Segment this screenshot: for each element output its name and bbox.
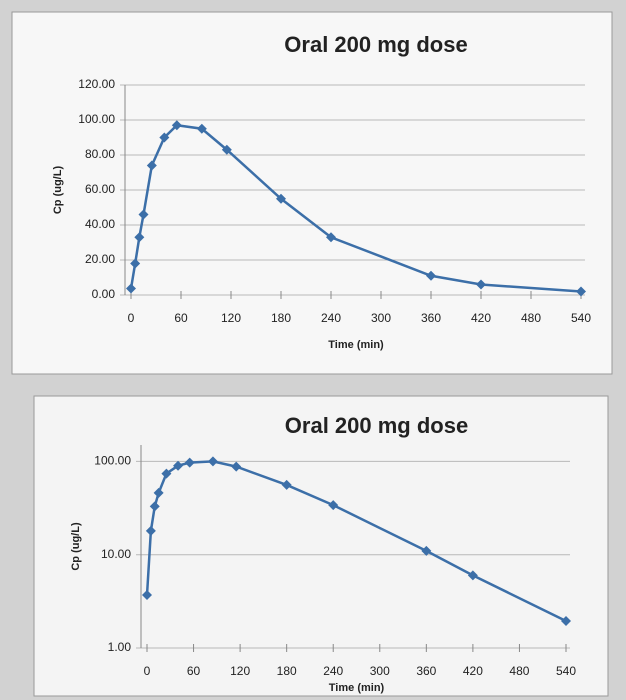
data-marker [326, 232, 336, 243]
data-marker [476, 279, 486, 290]
y-tick-label: 0.00 [92, 287, 116, 301]
data-marker [159, 132, 170, 143]
x-tick-label: 540 [571, 311, 591, 325]
data-marker [281, 479, 292, 490]
data-marker [426, 270, 436, 281]
data-marker [231, 461, 242, 472]
x-tick-label: 120 [221, 311, 241, 325]
x-tick-label: 240 [323, 664, 343, 678]
y-tick-label: 100.00 [94, 454, 131, 468]
x-tick-label: 180 [271, 311, 291, 325]
data-marker [421, 545, 432, 556]
data-marker [221, 144, 232, 155]
y-tick-label: 60.00 [85, 182, 115, 196]
x-tick-label: 0 [144, 664, 151, 678]
y-tick-label: 40.00 [85, 217, 115, 231]
chart-title: Oral 200 mg dose [284, 32, 467, 57]
x-tick-label: 420 [463, 664, 483, 678]
data-marker [146, 160, 157, 171]
x-tick-label: 300 [370, 664, 390, 678]
y-tick-label: 100.00 [78, 112, 115, 126]
x-tick-label: 420 [471, 311, 491, 325]
x-tick-label: 60 [187, 664, 201, 678]
data-marker [134, 232, 145, 243]
data-marker [184, 457, 195, 468]
data-marker [207, 456, 218, 467]
chart-title: Oral 200 mg dose [285, 413, 468, 438]
data-marker [138, 209, 149, 220]
data-marker [173, 460, 184, 471]
data-marker [576, 286, 586, 297]
y-tick-label: 1.00 [108, 640, 132, 654]
y-axis-label: Cp (ug/L) [52, 166, 64, 215]
y-axis-label: Cp (ug/L) [70, 522, 82, 571]
y-tick-label: 20.00 [85, 252, 115, 266]
y-tick-label: 120.00 [78, 77, 115, 91]
data-marker [142, 589, 152, 600]
x-tick-label: 480 [521, 311, 541, 325]
data-marker [171, 120, 182, 131]
data-marker [467, 570, 478, 581]
x-axis-label: Time (min) [329, 682, 385, 694]
data-marker [196, 123, 207, 134]
data-marker [145, 525, 156, 536]
y-tick-label: 10.00 [101, 547, 131, 561]
x-axis-label: Time (min) [328, 339, 384, 351]
x-tick-label: 120 [230, 664, 250, 678]
data-marker [149, 501, 160, 512]
x-tick-label: 540 [556, 664, 576, 678]
x-tick-label: 480 [509, 664, 529, 678]
data-marker [328, 500, 339, 511]
x-tick-label: 300 [371, 311, 391, 325]
x-tick-label: 360 [421, 311, 441, 325]
data-marker [153, 487, 164, 498]
data-marker [276, 193, 286, 204]
chart-panel [33, 395, 609, 697]
x-tick-label: 60 [174, 311, 188, 325]
data-marker [130, 258, 141, 269]
data-marker [126, 283, 136, 294]
x-tick-label: 240 [321, 311, 341, 325]
y-tick-label: 80.00 [85, 147, 115, 161]
chart-panel [11, 11, 613, 375]
data-marker [561, 615, 571, 626]
x-tick-label: 0 [128, 311, 135, 325]
x-tick-label: 180 [277, 664, 297, 678]
data-marker [161, 468, 172, 479]
x-tick-label: 360 [416, 664, 436, 678]
